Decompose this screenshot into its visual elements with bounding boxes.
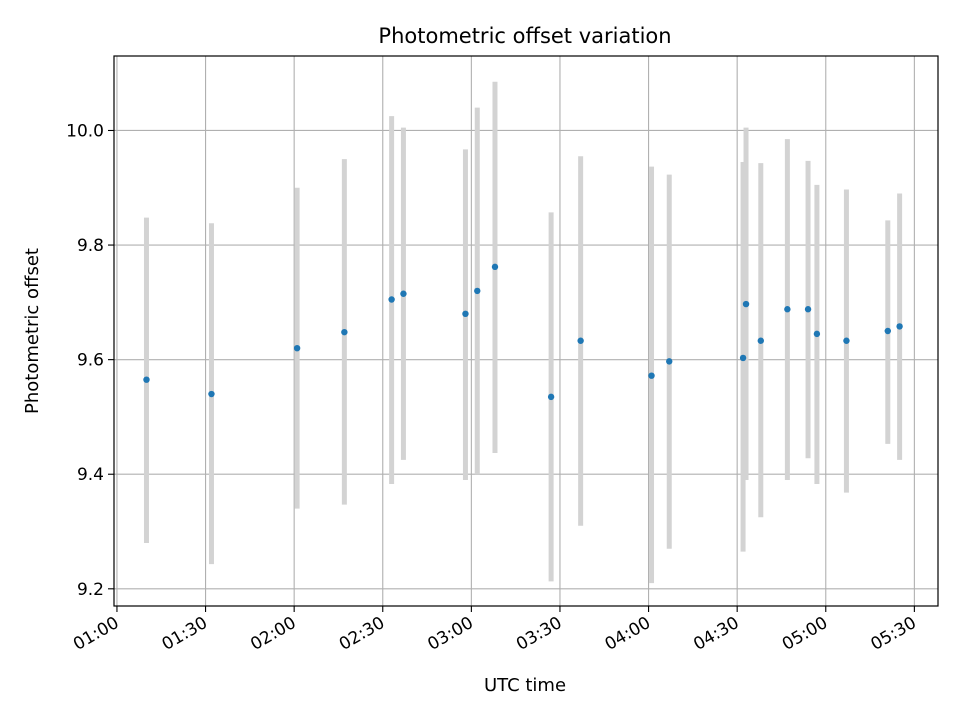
- data-points: [143, 263, 903, 401]
- data-point: [739, 354, 747, 362]
- chart-title: Photometric offset variation: [378, 24, 671, 48]
- y-tick-label: 9.8: [77, 236, 104, 256]
- plot-frame: [113, 55, 939, 607]
- x-axis-title: UTC time: [484, 675, 566, 696]
- data-point: [388, 296, 395, 303]
- data-point: [462, 310, 469, 318]
- data-point: [208, 390, 215, 398]
- data-point: [577, 337, 584, 344]
- data-point: [648, 372, 655, 379]
- data-point: [813, 330, 821, 338]
- y-tick-label: 10.0: [66, 121, 104, 141]
- data-point: [341, 328, 348, 336]
- y-axis-title: Photometric offset: [22, 248, 43, 414]
- data-point: [784, 306, 791, 313]
- data-point: [896, 323, 903, 330]
- y-tick-label: 9.2: [77, 580, 104, 600]
- data-point: [547, 393, 555, 401]
- y-tick-label: 9.4: [77, 465, 104, 485]
- data-point: [474, 287, 481, 295]
- data-point: [400, 290, 407, 297]
- data-point: [491, 263, 499, 271]
- y-tick-label: 9.6: [77, 351, 104, 371]
- data-point: [757, 337, 764, 344]
- data-point: [884, 327, 891, 335]
- data-point: [666, 358, 673, 365]
- data-point: [843, 337, 850, 344]
- data-point: [143, 376, 150, 383]
- data-point: [742, 300, 750, 308]
- grid: [114, 56, 938, 606]
- data-point: [804, 306, 812, 313]
- data-point: [293, 344, 301, 352]
